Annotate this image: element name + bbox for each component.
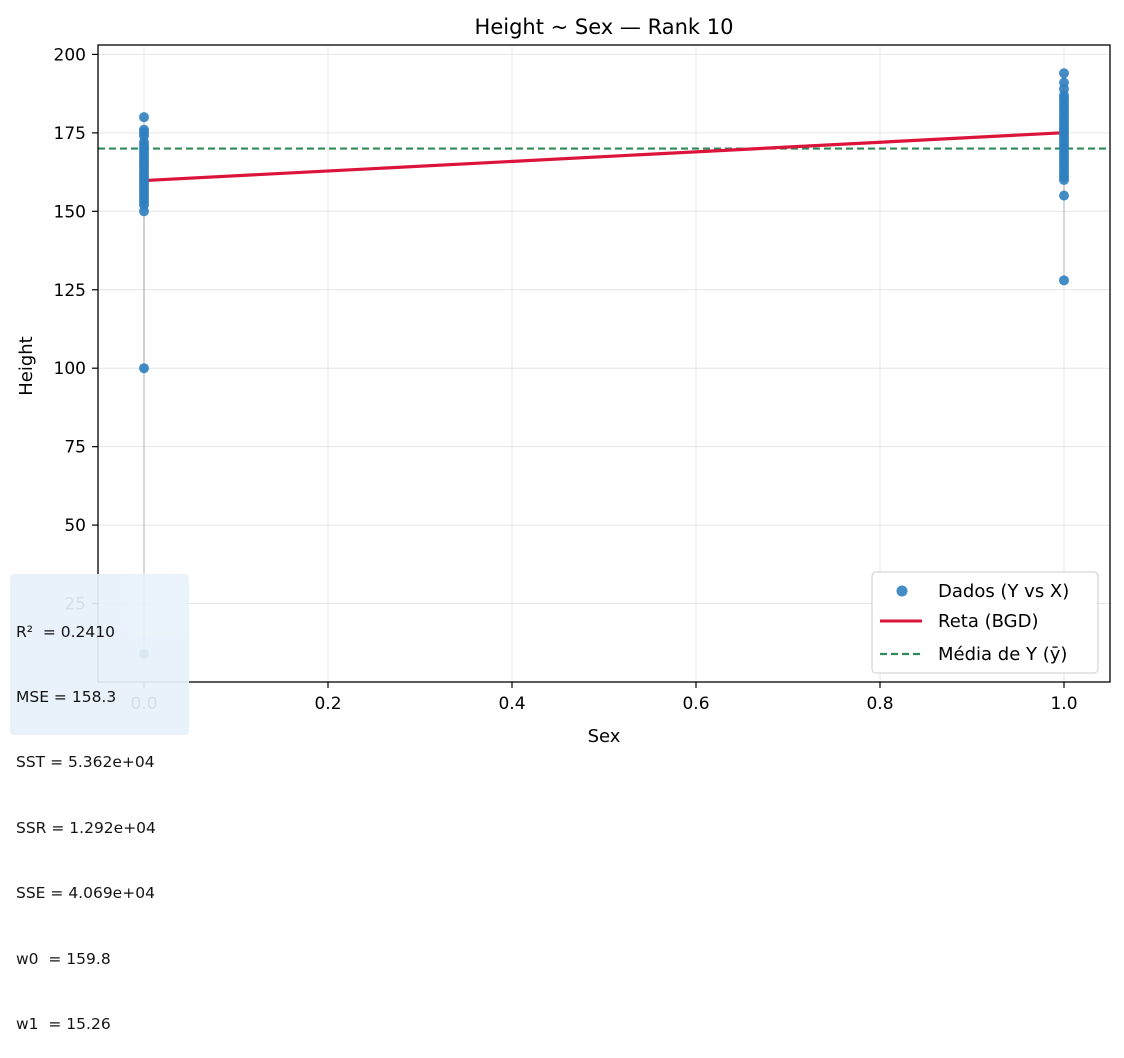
- y-tick-label: 50: [64, 516, 86, 536]
- y-tick-label: 175: [54, 124, 86, 144]
- y-tick-label: 150: [54, 202, 86, 222]
- stat-w0: w0 = 159.8: [16, 949, 111, 968]
- stat-w1: w1 = 15.26: [16, 1014, 111, 1033]
- legend-label-media: Média de Y (ȳ): [938, 644, 1067, 665]
- legend: Dados (Y vs X) Reta (BGD) Média de Y (ȳ): [871, 571, 1099, 674]
- data-point: [1059, 275, 1069, 286]
- data-point: [1059, 68, 1069, 79]
- legend-marker-dados: [896, 585, 908, 597]
- y-tick-label: 125: [54, 281, 86, 301]
- stat-sst: SST = 5.362e+04: [16, 753, 155, 772]
- x-axis-label: Sex: [588, 726, 621, 747]
- grid-lines: [98, 45, 1110, 682]
- y-tick-label: 100: [54, 359, 86, 379]
- y-tick-label: 75: [64, 438, 86, 458]
- axes-frame: [97, 44, 1111, 683]
- legend-box: [871, 571, 1099, 674]
- x-tick-label: 0.6: [682, 694, 709, 714]
- regression-line: [143, 131, 1065, 183]
- data-point: [139, 363, 149, 374]
- stat-r2: R² = 0.2410: [16, 622, 115, 641]
- data-point: [139, 112, 149, 123]
- fit-line-group: [143, 131, 1065, 183]
- stat-mse: MSE = 158.3: [16, 687, 117, 706]
- legend-label-reta: Reta (BGD): [938, 611, 1038, 632]
- data-point: [1059, 190, 1069, 201]
- y-axis-label: Height: [16, 336, 37, 396]
- data-point: [139, 206, 149, 217]
- chart-title: Height ~ Sex — Rank 10: [475, 15, 734, 39]
- x-tick-label: 0.8: [866, 694, 893, 714]
- stat-sse: SSE = 4.069e+04: [16, 884, 155, 903]
- x-tick-label: 1.0: [1050, 694, 1077, 714]
- stats-annotation-box: R² = 0.2410 MSE = 158.3 SST = 5.362e+04 …: [10, 574, 189, 1033]
- data-point: [1059, 174, 1069, 185]
- x-tick-label: 0.2: [314, 694, 341, 714]
- stat-ssr: SSR = 1.292e+04: [16, 818, 156, 837]
- data-points: [139, 68, 1069, 659]
- y-axis-ticks: 255075100125150175200: [54, 45, 98, 615]
- legend-label-dados: Dados (Y vs X): [938, 581, 1069, 602]
- y-tick-label: 200: [54, 45, 86, 65]
- x-tick-label: 0.4: [498, 694, 525, 714]
